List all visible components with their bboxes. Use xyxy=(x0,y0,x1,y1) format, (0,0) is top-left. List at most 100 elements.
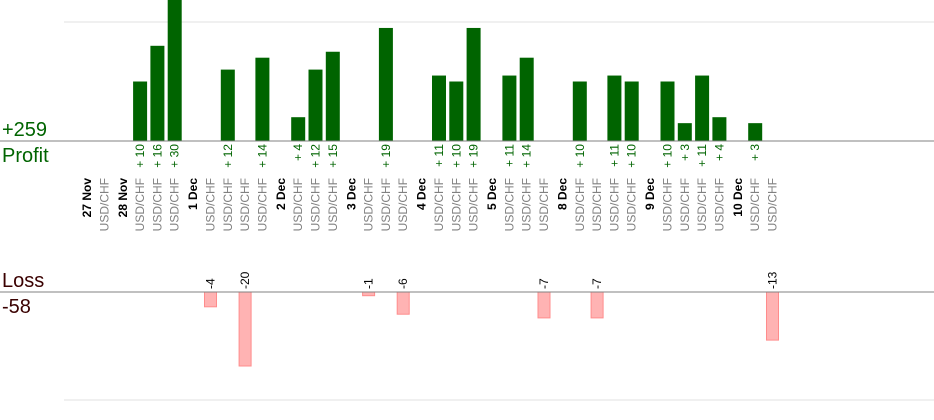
profit-bar xyxy=(325,51,340,141)
pair-label: USD/CHF xyxy=(326,178,340,231)
loss-bar xyxy=(396,291,410,315)
date-label: 3 Dec xyxy=(344,178,358,210)
profit-value-label: + 11 xyxy=(607,144,621,167)
profit-value-label: + 10 xyxy=(449,144,463,168)
profit-value-label: + 19 xyxy=(379,144,393,168)
profit-bar xyxy=(449,81,464,141)
pair-label: USD/CHF xyxy=(502,178,516,231)
profit-bar xyxy=(167,0,182,141)
profit-value-label: + 4 xyxy=(712,144,726,161)
profit-value-label: + 10 xyxy=(625,144,639,168)
date-label: 1 Dec xyxy=(186,178,200,210)
date-label: 27 Nov xyxy=(80,178,94,218)
profit-value-label: + 12 xyxy=(221,144,235,168)
loss-value-label: -13 xyxy=(766,271,780,289)
profit-bar xyxy=(624,81,639,141)
profit-value-label: + 3 xyxy=(748,144,762,161)
loss-bar xyxy=(766,291,779,341)
pair-label: USD/CHF xyxy=(255,178,269,231)
profit-value-label: + 14 xyxy=(255,144,269,168)
profit-bar xyxy=(378,27,393,142)
loss-value-label: -1 xyxy=(362,278,376,289)
loss-value-label: -4 xyxy=(204,278,218,289)
loss-value-label: -7 xyxy=(590,278,604,289)
profit-bar xyxy=(519,57,534,142)
loss-bar xyxy=(238,291,252,367)
pair-label: USD/CHF xyxy=(712,178,726,231)
date-label: 8 Dec xyxy=(556,178,570,210)
profit-value-label: + 15 xyxy=(326,144,340,168)
pair-label: USD/CHF xyxy=(362,178,376,231)
profit-bar xyxy=(502,75,517,141)
profit-value-label: + 12 xyxy=(309,144,323,168)
pair-label: USD/CHF xyxy=(432,178,446,231)
loss-bar xyxy=(362,291,376,297)
pair-label: USD/CHF xyxy=(590,178,604,231)
profit-value-label: + 10 xyxy=(661,144,675,168)
date-label: 10 Dec xyxy=(731,178,745,217)
loss-bar xyxy=(204,291,217,308)
profit-bar xyxy=(220,69,235,141)
loss-value-label: -6 xyxy=(396,278,410,289)
date-label: 4 Dec xyxy=(415,178,429,210)
loss-bar xyxy=(537,291,551,319)
loss-bar xyxy=(590,291,604,319)
pair-label: USD/CHF xyxy=(573,178,587,231)
pair-label: USD/CHF xyxy=(467,178,481,231)
profit-total: +259 xyxy=(2,119,48,141)
profit-bar xyxy=(255,57,270,142)
profit-bar xyxy=(308,69,323,141)
pair-label: USD/CHF xyxy=(133,178,147,231)
pair-label: USD/CHF xyxy=(607,178,621,231)
pair-label: USD/CHF xyxy=(748,178,762,231)
profit-value-label: + 10 xyxy=(133,144,147,168)
profit-bar xyxy=(712,117,727,141)
pair-label: USD/CHF xyxy=(204,178,218,231)
profit-value-label: + 11 xyxy=(432,144,446,167)
profit-value-label: + 14 xyxy=(520,144,534,168)
profit-bar xyxy=(607,75,622,141)
pair-label: USD/CHF xyxy=(766,178,780,231)
profit-bar xyxy=(291,117,306,141)
pair-label: USD/CHF xyxy=(396,178,410,231)
pair-label: USD/CHF xyxy=(168,178,182,231)
profit-value-label: + 10 xyxy=(573,144,587,168)
profit-value-label: + 30 xyxy=(168,144,182,168)
pair-label: USD/CHF xyxy=(379,178,393,231)
profit-bar xyxy=(466,27,481,142)
profit-bar xyxy=(677,123,692,141)
profit-bar xyxy=(133,81,148,141)
date-label: 5 Dec xyxy=(485,178,499,210)
profit-value-label: + 4 xyxy=(291,144,305,161)
pair-label: USD/CHF xyxy=(449,178,463,231)
pair-label: USD/CHF xyxy=(520,178,534,231)
pair-label: USD/CHF xyxy=(291,178,305,231)
profit-label: Profit xyxy=(2,145,49,167)
profit-bar xyxy=(695,75,710,141)
date-label: 9 Dec xyxy=(643,178,657,210)
profit-value-label: + 11 xyxy=(502,144,516,167)
profit-bar xyxy=(432,75,446,141)
pair-label: USD/CHF xyxy=(238,178,252,231)
profit-bar xyxy=(748,123,763,141)
pair-label: USD/CHF xyxy=(309,178,323,231)
profit-bar xyxy=(150,45,165,141)
pair-label: USD/CHF xyxy=(625,178,639,231)
loss-value-label: -20 xyxy=(238,271,252,289)
profit-bar xyxy=(572,81,587,141)
pair-label: USD/CHF xyxy=(695,178,709,231)
profit-value-label: + 3 xyxy=(678,144,692,161)
profit-value-label: + 19 xyxy=(467,144,481,168)
profit-value-label: + 16 xyxy=(150,144,164,168)
pair-label: USD/CHF xyxy=(150,178,164,231)
profit-bar xyxy=(660,81,675,141)
pair-label: USD/CHF xyxy=(221,178,235,231)
date-label: 2 Dec xyxy=(274,178,288,210)
pair-label: USD/CHF xyxy=(661,178,675,231)
date-label: 28 Nov xyxy=(116,178,130,218)
loss-label: Loss xyxy=(2,270,45,292)
pair-label: USD/CHF xyxy=(537,178,551,231)
loss-value-label: -7 xyxy=(537,278,551,289)
loss-total: -58 xyxy=(2,296,31,318)
